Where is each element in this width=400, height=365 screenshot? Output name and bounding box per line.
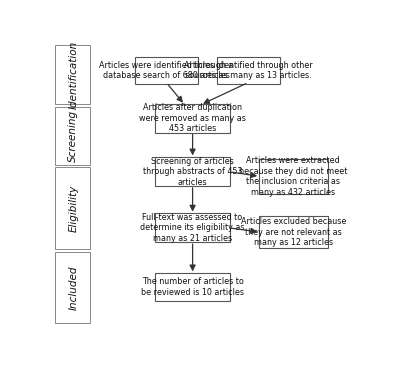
Text: Full-text was assessed to
determine its eligibility as
many as 21 articles: Full-text was assessed to determine its … — [140, 213, 245, 243]
Bar — [55, 252, 90, 323]
Bar — [55, 45, 90, 104]
Text: Articles after duplication
were removed as many as
453 articles: Articles after duplication were removed … — [139, 103, 246, 133]
FancyBboxPatch shape — [259, 159, 328, 194]
FancyBboxPatch shape — [155, 157, 230, 186]
Text: Articles excluded because
they are not relevant as
many as 12 articles: Articles excluded because they are not r… — [241, 217, 346, 247]
FancyBboxPatch shape — [135, 57, 198, 84]
Text: Articles were extracted
because they did not meet
the inclusion criteria as
many: Articles were extracted because they did… — [239, 156, 348, 197]
Text: Articles were identified through a
database search of 680 articles: Articles were identified through a datab… — [99, 61, 234, 80]
FancyBboxPatch shape — [217, 57, 280, 84]
Text: Identification: Identification — [68, 41, 78, 109]
Text: Eligibility: Eligibility — [68, 185, 78, 232]
FancyBboxPatch shape — [155, 104, 230, 133]
Text: Included: Included — [68, 265, 78, 310]
Bar — [55, 168, 90, 249]
Text: The number of articles to
be reviewed is 10 articles: The number of articles to be reviewed is… — [141, 277, 244, 297]
FancyBboxPatch shape — [155, 214, 230, 242]
FancyBboxPatch shape — [155, 273, 230, 301]
Text: Articles identified through other
sources as many as 13 articles.: Articles identified through other source… — [184, 61, 313, 80]
Text: Screening: Screening — [68, 110, 78, 162]
FancyBboxPatch shape — [259, 216, 328, 248]
Bar — [55, 107, 90, 165]
Text: Screening of articles
through abstracts of 453
articles: Screening of articles through abstracts … — [143, 157, 242, 187]
